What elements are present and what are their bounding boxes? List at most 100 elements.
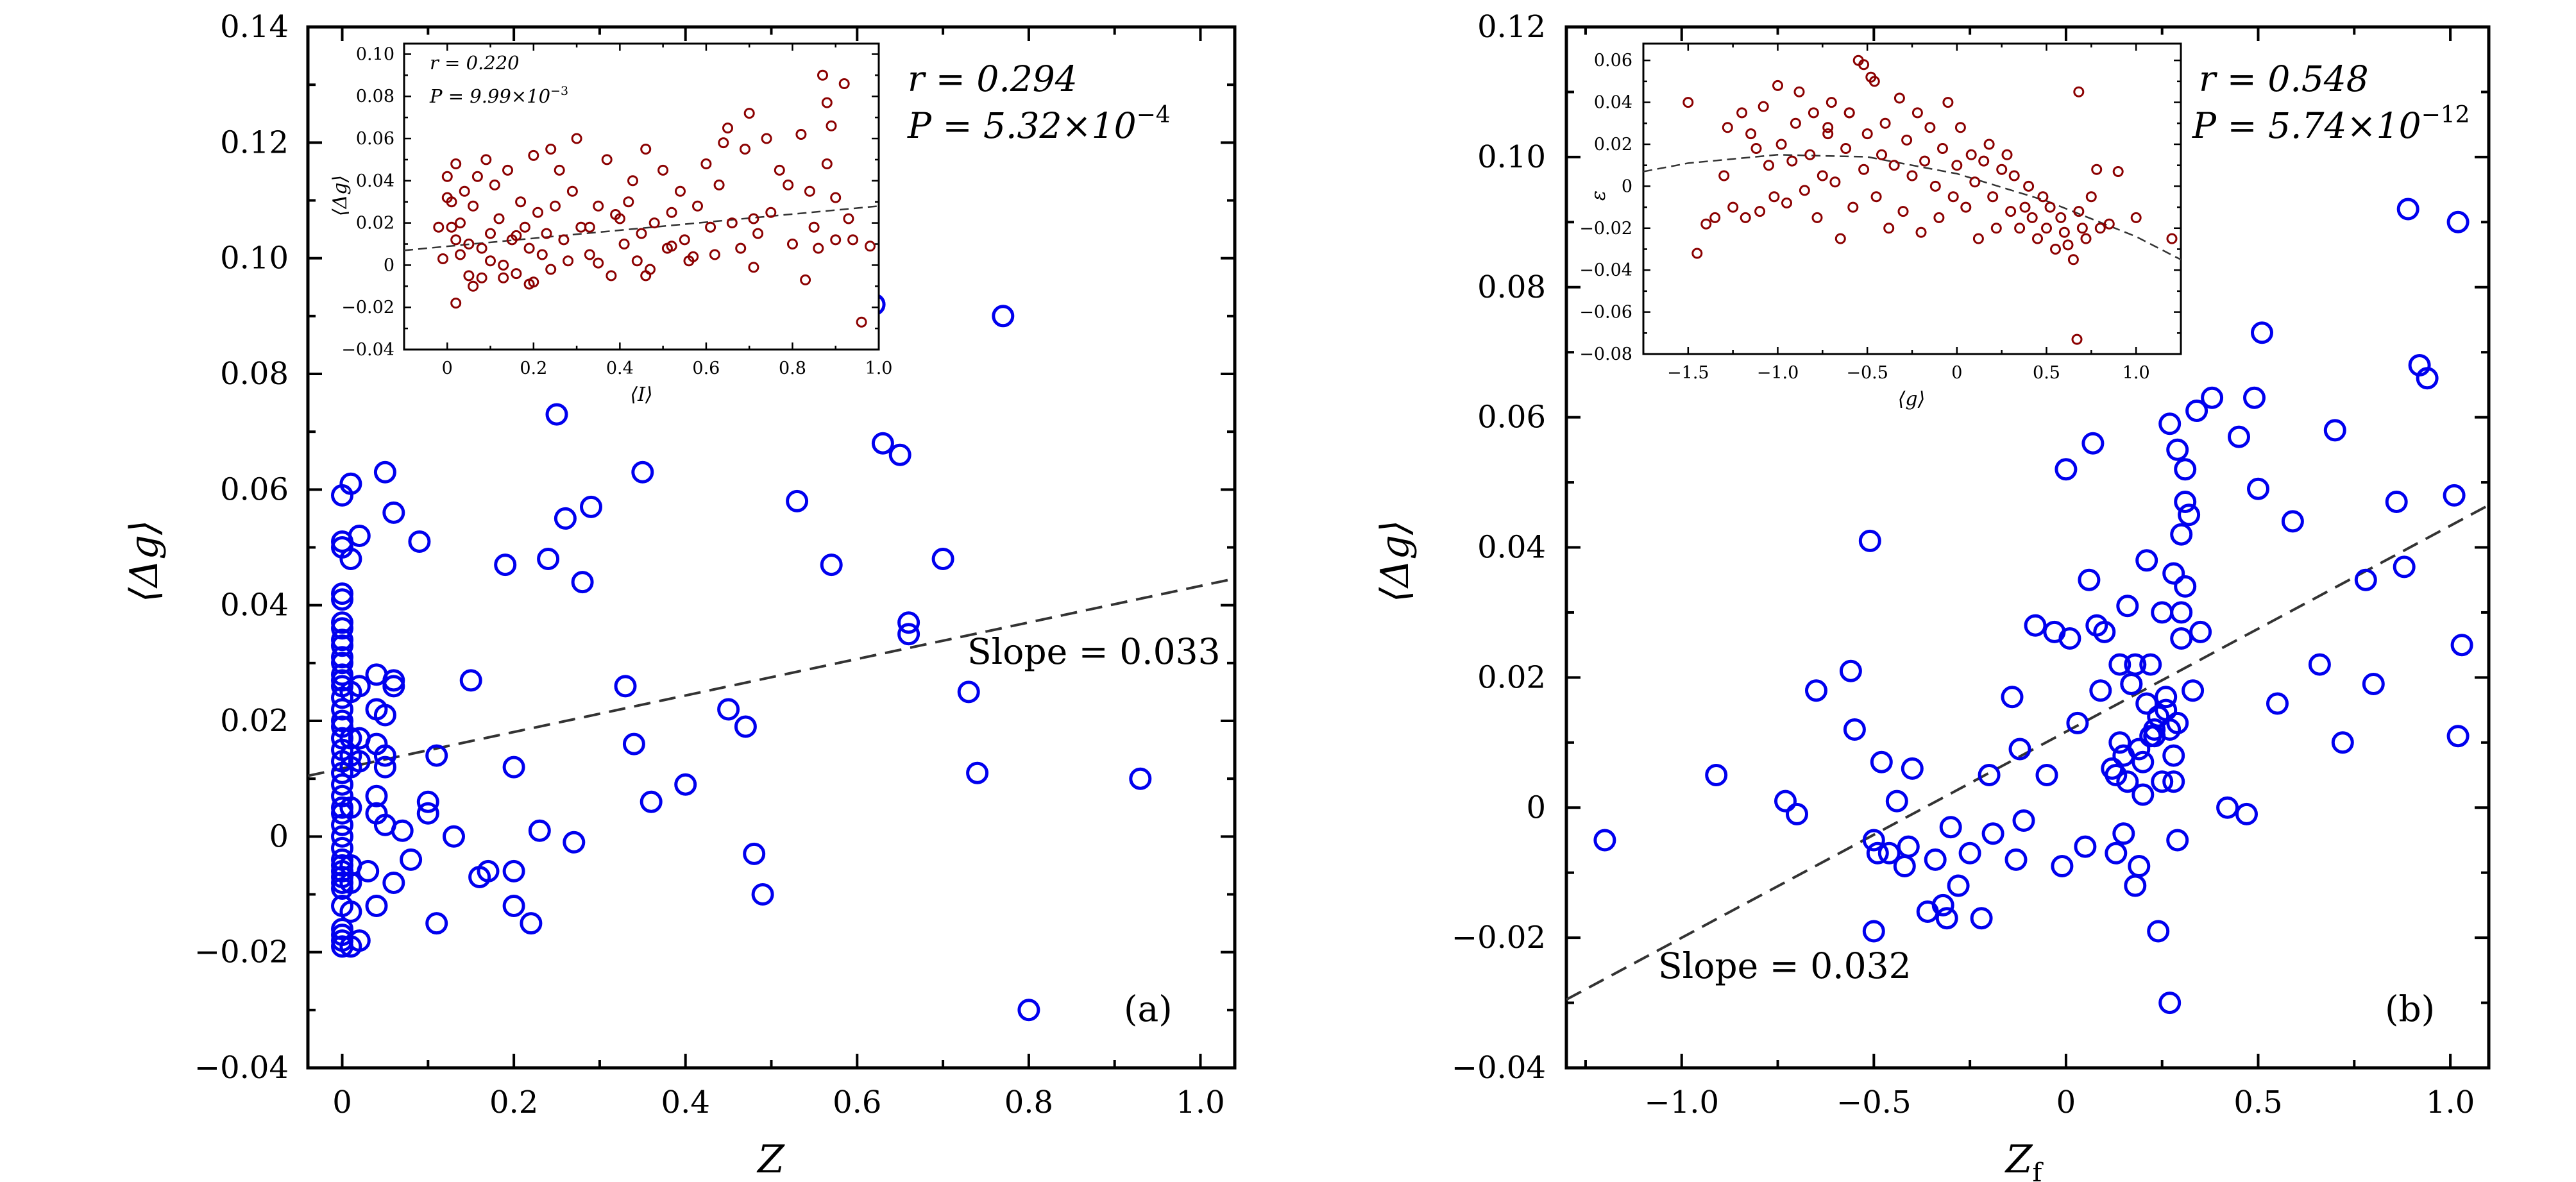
data-point	[489, 179, 500, 190]
data-point	[2174, 575, 2197, 598]
data-point	[584, 221, 595, 233]
x-tick-label: 0	[442, 359, 453, 378]
data-point	[1786, 155, 1798, 167]
data-point	[365, 784, 388, 807]
data-point	[331, 588, 353, 611]
y-tick-label: 0.08	[220, 356, 289, 392]
data-point	[450, 234, 462, 246]
data-point	[1790, 117, 1801, 129]
data-point	[717, 698, 740, 721]
data-point	[1866, 841, 1889, 865]
data-point	[1894, 92, 1905, 104]
panel-a-inset-chart: 0 0.2 0.4 0.6 0.8 1.0 −0.04 −0.02 0 0.02 0.04 0.06 0…	[329, 42, 892, 406]
data-point	[1017, 999, 1040, 1022]
data-point	[416, 790, 439, 813]
data-point	[580, 495, 602, 518]
y-tick-label: 0	[269, 818, 289, 854]
y-axis-label: ⟨Δg⟩	[329, 175, 352, 216]
data-point	[897, 611, 920, 634]
p-value-exponent: −3	[550, 84, 568, 98]
data-point	[1924, 122, 1936, 133]
data-point	[1919, 155, 1931, 167]
data-point	[476, 272, 487, 283]
axes-frame	[403, 42, 880, 351]
data-point	[1906, 170, 1918, 182]
data-point	[1876, 149, 1887, 160]
data-point	[545, 403, 568, 426]
data-point	[2182, 679, 2205, 702]
data-point	[2112, 166, 2124, 177]
y-tick-label: 0.08	[1477, 269, 1546, 305]
data-point	[468, 200, 479, 212]
panel-b-main-chart: −1.0 −0.5 0 0.5 1.0 −0.04 −0.02 0 0.02 0.04 0.06 0.…	[1373, 9, 2491, 1182]
data-point	[1983, 139, 1995, 150]
data-point	[425, 744, 448, 767]
data-point	[2151, 601, 2174, 624]
data-point	[2050, 244, 2061, 255]
data-point	[1822, 122, 1834, 133]
data-point	[705, 221, 716, 233]
data-point	[2058, 627, 2081, 650]
data-point	[752, 228, 764, 239]
x-tick-label: 0.8	[1004, 1085, 1053, 1120]
data-point	[2170, 627, 2193, 650]
data-point	[808, 221, 820, 233]
data-point	[2073, 86, 2085, 97]
data-point	[1958, 841, 1981, 865]
p-value-exponent: −4	[1137, 102, 1171, 128]
data-point	[640, 790, 663, 813]
data-point	[2066, 711, 2089, 734]
data-point	[1793, 86, 1805, 97]
data-point	[331, 629, 353, 652]
data-point	[865, 241, 876, 252]
data-point	[1700, 218, 1712, 230]
data-point	[541, 228, 552, 239]
data-point	[2251, 321, 2273, 344]
y-tick-label: 0.02	[1594, 135, 1632, 155]
data-point	[502, 756, 525, 779]
y-tick-label: 0.10	[220, 241, 289, 276]
data-point	[593, 257, 604, 269]
data-point	[373, 756, 396, 779]
data-point	[2135, 692, 2158, 715]
data-point	[1970, 907, 1993, 930]
data-point	[1843, 718, 1866, 741]
data-point	[1786, 802, 1808, 825]
data-point	[821, 158, 833, 169]
x-tick-label: −0.5	[1836, 1085, 1911, 1120]
y-tick-label: 0	[1622, 176, 1632, 196]
p-value-mantissa: P = 9.99×10	[429, 85, 550, 107]
data-point	[2201, 386, 2224, 409]
data-point	[1727, 201, 1739, 213]
x-tick-label: −1.0	[1757, 363, 1799, 383]
data-point	[1835, 233, 1846, 244]
fit-line	[308, 577, 1235, 777]
data-point	[1593, 829, 1616, 852]
y-tick-label: −0.02	[1452, 920, 1546, 956]
data-point	[2023, 180, 2035, 192]
data-point	[1990, 223, 2002, 234]
data-point	[817, 69, 828, 81]
data-point	[636, 228, 647, 239]
data-point	[1935, 907, 1958, 930]
data-point	[2089, 679, 2112, 702]
data-point	[734, 715, 757, 738]
data-point	[640, 270, 652, 282]
x-tick-label: −1.0	[1644, 1085, 1719, 1120]
data-point	[1885, 789, 1908, 813]
data-point	[1829, 176, 1841, 188]
y-tick-label: 0.04	[356, 171, 394, 191]
data-point	[813, 242, 824, 254]
data-point	[537, 548, 560, 570]
data-point	[606, 270, 617, 282]
y-tick-label: 0	[384, 255, 394, 275]
data-point	[339, 548, 362, 570]
data-point	[856, 316, 867, 328]
data-point	[2044, 201, 2056, 213]
data-point	[666, 241, 677, 252]
data-point	[820, 553, 843, 577]
data-point	[455, 249, 466, 260]
data-point	[2139, 725, 2162, 748]
data-point	[2162, 744, 2185, 767]
